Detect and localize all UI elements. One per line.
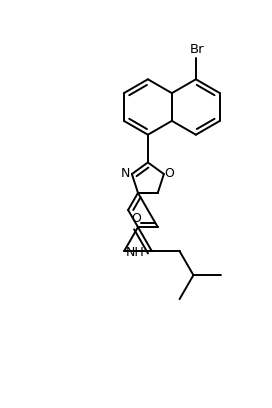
Text: O: O bbox=[164, 166, 174, 180]
Text: N: N bbox=[121, 166, 131, 180]
Text: NH: NH bbox=[126, 246, 145, 259]
Text: O: O bbox=[131, 212, 141, 225]
Text: Br: Br bbox=[190, 42, 204, 55]
